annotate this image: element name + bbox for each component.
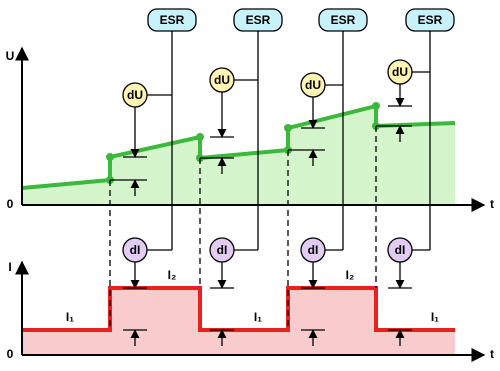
current-label: I₁: [431, 310, 439, 324]
di-label: dI: [308, 243, 319, 257]
u-label: U: [6, 49, 15, 63]
di-circle: [300, 237, 326, 263]
di-label: dI: [130, 243, 141, 257]
i-label: I: [8, 260, 11, 274]
di-circle: [122, 237, 148, 263]
t-label: t: [490, 347, 494, 361]
di-circle: [387, 237, 413, 263]
esr-box: [318, 8, 368, 32]
esr-box: [233, 8, 283, 32]
current-label: I₂: [168, 268, 177, 282]
annotations: ESR dU dI ESR dU dI ESR dU dI ESR dU dI I₁ I₂ I₁ I₂ I₁: [66, 8, 455, 346]
current-line: [22, 286, 455, 332]
esr-label: ESR: [246, 13, 271, 27]
esr-box: [405, 8, 455, 32]
du-label: dU: [392, 65, 408, 79]
esr-label: ESR: [160, 13, 185, 27]
origin: 0: [7, 197, 14, 211]
di-label: dI: [395, 243, 406, 257]
t-label: t: [490, 197, 494, 211]
esr-label: ESR: [418, 13, 443, 27]
du-label: dU: [305, 78, 321, 92]
di-circle: [209, 237, 235, 263]
esr-label: ESR: [331, 13, 356, 27]
current-area: [22, 288, 455, 355]
du-circle: [209, 67, 235, 93]
esr-box: [147, 8, 197, 32]
origin: 0: [7, 347, 14, 361]
du-label: dU: [127, 88, 143, 102]
du-label: dU: [214, 73, 230, 87]
du-circle: [387, 59, 413, 85]
current-label: I₁: [66, 310, 74, 324]
current-label: I₂: [346, 268, 355, 282]
di-label: dI: [217, 243, 228, 257]
current-label: I₁: [254, 310, 262, 324]
voltage-line: [21, 103, 456, 190]
voltage-points: [106, 102, 380, 184]
du-circle: [122, 82, 148, 108]
du-circle: [300, 72, 326, 98]
